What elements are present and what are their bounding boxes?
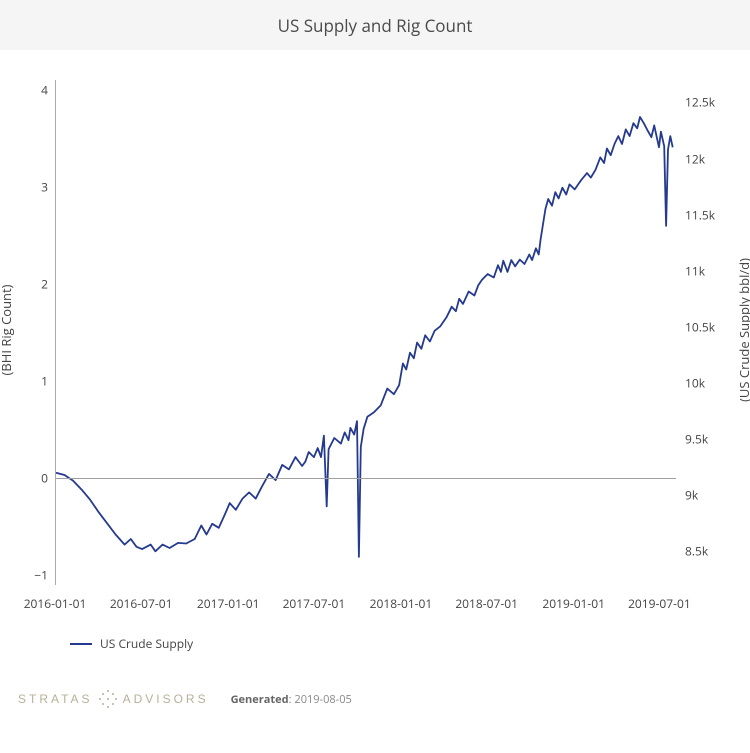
xtick: 2018-07-01 xyxy=(455,595,518,612)
brand-logo-icon xyxy=(99,690,117,708)
ytick-right: 12k xyxy=(685,150,705,167)
ytick-left: 2 xyxy=(0,275,48,292)
generated-value: : 2019-08-05 xyxy=(289,692,352,707)
ytick-right: 9.5k xyxy=(685,431,708,448)
xtick: 2016-07-01 xyxy=(110,595,173,612)
y-axis-left-label: (BHI Rig Count) xyxy=(0,285,15,376)
ytick-right: 8.5k xyxy=(685,543,708,560)
xtick: 2017-01-01 xyxy=(197,595,260,612)
xtick: 2019-01-01 xyxy=(542,595,605,612)
legend-swatch-us-crude xyxy=(70,643,92,645)
ytick-right: 10.5k xyxy=(685,318,715,335)
brand-logo: STRATAS ADVISORS xyxy=(18,690,209,708)
ytick-left: 4 xyxy=(0,81,48,98)
chart-title-bar: US Supply and Rig Count xyxy=(0,0,750,50)
ytick-right: 9k xyxy=(685,487,698,504)
plot-area xyxy=(55,80,676,585)
series-svg xyxy=(56,80,676,585)
zero-gridline xyxy=(56,478,676,479)
series-us-crude-supply xyxy=(56,117,673,557)
xtick: 2019-07-01 xyxy=(628,595,691,612)
ytick-right: 12.5k xyxy=(685,94,715,111)
ytick-left: 0 xyxy=(0,470,48,487)
ytick-right: 11.5k xyxy=(685,206,715,223)
ytick-right: 10k xyxy=(685,375,705,392)
chart-title: US Supply and Rig Count xyxy=(278,14,473,37)
ytick-left: −1 xyxy=(0,567,48,584)
generated-stamp: Generated: 2019-08-05 xyxy=(231,692,352,707)
xtick: 2018-01-01 xyxy=(370,595,433,612)
chart-area: (BHI Rig Count) (US Crude Supply bbl/d) … xyxy=(0,50,750,610)
legend: US Crude Supply xyxy=(70,635,193,652)
footer: STRATAS ADVISORS Generated: 2019-08-05 xyxy=(18,690,352,708)
ytick-left: 1 xyxy=(0,373,48,390)
ytick-left: 3 xyxy=(0,178,48,195)
brand-name-right: ADVISORS xyxy=(123,692,209,706)
xtick: 2016-01-01 xyxy=(24,595,87,612)
ytick-right: 11k xyxy=(685,262,705,279)
y-axis-right-label: (US Crude Supply bbl/d) xyxy=(735,258,750,402)
generated-label: Generated xyxy=(231,692,289,707)
legend-label-us-crude: US Crude Supply xyxy=(100,635,193,652)
brand-name-left: STRATAS xyxy=(18,692,93,706)
xtick: 2017-07-01 xyxy=(283,595,346,612)
